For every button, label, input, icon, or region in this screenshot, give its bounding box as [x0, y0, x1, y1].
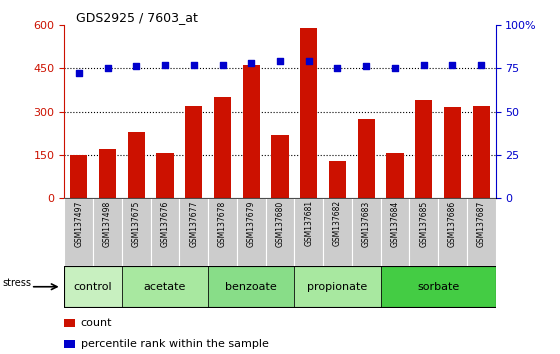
Bar	[64, 198, 93, 266]
Bar	[208, 198, 237, 266]
Text: propionate: propionate	[307, 282, 367, 292]
Bar	[409, 198, 438, 266]
Point	[333, 65, 342, 71]
Bar	[179, 198, 208, 266]
Text: GSM137498: GSM137498	[103, 200, 112, 246]
Bar	[329, 161, 346, 198]
Point	[390, 65, 399, 71]
Text: acetate: acetate	[144, 282, 186, 292]
Bar	[156, 153, 174, 198]
Text: GSM137685: GSM137685	[419, 200, 428, 246]
Bar	[70, 155, 87, 198]
Bar	[323, 198, 352, 266]
Text: count: count	[81, 318, 113, 328]
Point	[132, 64, 141, 69]
Bar	[272, 135, 288, 198]
Text: GSM137678: GSM137678	[218, 200, 227, 246]
Bar	[467, 198, 496, 266]
Text: GSM137675: GSM137675	[132, 200, 141, 247]
Bar	[438, 198, 467, 266]
Text: GSM137681: GSM137681	[304, 200, 313, 246]
Bar	[64, 266, 122, 307]
Bar	[358, 119, 375, 198]
Text: GSM137679: GSM137679	[247, 200, 256, 247]
Text: benzoate: benzoate	[225, 282, 277, 292]
Text: GSM137497: GSM137497	[74, 200, 83, 247]
Point	[419, 62, 428, 68]
Text: GSM137677: GSM137677	[189, 200, 198, 247]
Bar	[381, 266, 496, 307]
Bar	[208, 266, 295, 307]
Text: GSM137686: GSM137686	[448, 200, 457, 246]
Bar	[352, 198, 381, 266]
Point	[218, 62, 227, 68]
Bar	[128, 132, 145, 198]
Point	[362, 64, 371, 69]
Point	[304, 58, 313, 64]
Bar	[295, 266, 381, 307]
Text: stress: stress	[3, 278, 32, 288]
Point	[189, 62, 198, 68]
Text: control: control	[74, 282, 113, 292]
Point	[103, 65, 112, 71]
Bar	[381, 198, 409, 266]
Point	[477, 62, 486, 68]
Point	[161, 62, 170, 68]
Text: GSM137687: GSM137687	[477, 200, 486, 246]
Bar	[151, 198, 179, 266]
Text: GDS2925 / 7603_at: GDS2925 / 7603_at	[76, 11, 198, 24]
Text: sorbate: sorbate	[417, 282, 459, 292]
Bar	[122, 198, 151, 266]
Bar	[237, 198, 265, 266]
Text: percentile rank within the sample: percentile rank within the sample	[81, 339, 269, 349]
Bar	[99, 149, 116, 198]
Text: GSM137683: GSM137683	[362, 200, 371, 246]
Bar	[122, 266, 208, 307]
Point	[247, 60, 256, 66]
Text: GSM137680: GSM137680	[276, 200, 284, 246]
Bar	[265, 198, 295, 266]
Bar	[473, 106, 490, 198]
Point	[448, 62, 457, 68]
Point	[74, 70, 83, 76]
Bar	[300, 28, 318, 198]
Text: GSM137682: GSM137682	[333, 200, 342, 246]
Bar	[214, 97, 231, 198]
Bar	[185, 106, 202, 198]
Point	[276, 58, 284, 64]
Bar	[444, 107, 461, 198]
Text: GSM137676: GSM137676	[161, 200, 170, 247]
Bar	[415, 100, 432, 198]
Bar	[242, 65, 260, 198]
Bar	[93, 198, 122, 266]
Bar	[386, 153, 404, 198]
Bar	[64, 340, 75, 348]
Bar	[64, 319, 75, 327]
Bar	[295, 198, 323, 266]
Text: GSM137684: GSM137684	[390, 200, 399, 246]
